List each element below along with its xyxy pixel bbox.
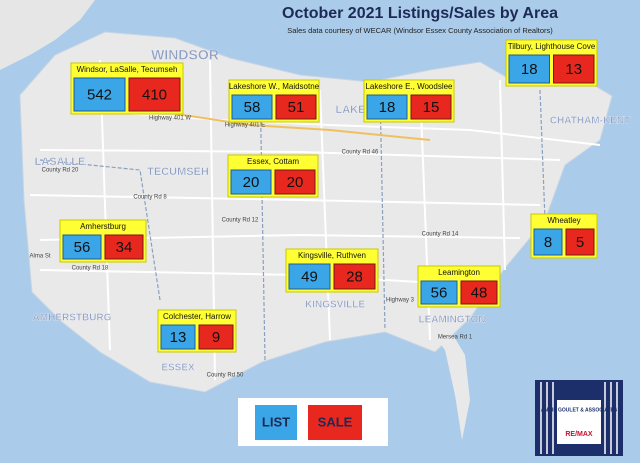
list-box <box>160 324 196 350</box>
legend-sale: SALE <box>318 414 353 429</box>
place-label: WINDSOR <box>151 47 219 63</box>
road-label: County Rd 12 <box>222 218 259 224</box>
place-label: LASALLE <box>35 156 86 168</box>
list-value: 20 <box>243 174 260 191</box>
road-label: County Rd 50 <box>207 373 244 379</box>
sale-value: 13 <box>565 61 582 78</box>
area-name: Windsor, LaSalle, Tecumseh <box>77 65 178 74</box>
logo <box>535 380 623 456</box>
sale-value: 9 <box>212 329 220 346</box>
place-label: CHATHAM-KENT <box>550 116 630 127</box>
area-name: Lakeshore E., Woodslee <box>365 82 453 91</box>
list-box <box>533 228 563 256</box>
road-label: County Rd 46 <box>342 150 379 156</box>
list-value: 49 <box>301 268 318 285</box>
logo-brand: RE/MAX <box>565 431 593 438</box>
list-box <box>366 94 408 120</box>
area-name: Amherstburg <box>80 222 126 231</box>
sale-value: 51 <box>288 99 305 116</box>
place-label: TECUMSEH <box>147 166 209 178</box>
sale-box <box>333 263 376 290</box>
list-value: 8 <box>544 234 552 251</box>
sale-box <box>565 228 595 256</box>
area-name: Essex, Cottam <box>247 157 299 166</box>
area-name: Wheatley <box>547 216 580 225</box>
road-label: Mersea Rd 1 <box>438 335 473 341</box>
list-value: 18 <box>521 61 538 78</box>
area-name: Tilbury, Lighthouse Cove <box>508 42 596 51</box>
sale-box <box>275 94 317 120</box>
place-label: AMHERSTBURG <box>33 313 112 324</box>
list-value: 56 <box>431 284 448 301</box>
road-label: County Rd 8 <box>133 195 167 201</box>
sale-box <box>104 234 144 260</box>
list-value: 18 <box>379 99 396 116</box>
sale-box <box>553 54 595 84</box>
area-name: Leamington <box>438 268 480 277</box>
legend-list-box <box>255 405 297 440</box>
place-label: LEAMINGTON <box>418 315 485 326</box>
road-label: County Rd 18 <box>72 266 109 272</box>
list-value: 542 <box>87 86 112 103</box>
sale-value: 410 <box>142 86 167 103</box>
list-box <box>420 280 458 305</box>
area-name: Colchester, Harrow <box>163 312 231 321</box>
list-box <box>62 234 102 260</box>
sale-box <box>410 94 452 120</box>
title: October 2021 Listings/Sales by Area <box>282 5 558 22</box>
place-label: KINGSVILLE <box>305 300 365 311</box>
sale-box <box>274 169 316 195</box>
sale-value: 15 <box>423 99 440 116</box>
sale-value: 20 <box>287 174 304 191</box>
road-label: County Rd 14 <box>422 232 459 238</box>
sale-value: 5 <box>576 234 584 251</box>
list-value: 58 <box>244 99 261 116</box>
list-box <box>508 54 550 84</box>
list-box <box>230 169 272 195</box>
logo-box <box>557 400 601 444</box>
point-pelee <box>430 330 470 440</box>
subtitle: Sales data courtesy of WECAR (Windsor Es… <box>287 26 553 35</box>
area-name: Lakeshore W., Maidsotne <box>229 82 320 91</box>
michigan-land <box>0 0 95 70</box>
logo-stripes <box>540 382 618 454</box>
list-box <box>231 94 273 120</box>
road-label: Highway 401 W <box>149 116 191 122</box>
place-label: ESSEX <box>161 363 195 374</box>
road-label: Highway 401 E <box>225 123 265 129</box>
road-label: County Rd 20 <box>42 168 79 174</box>
road-label: Alma St <box>29 254 50 260</box>
list-box <box>73 77 126 112</box>
road-label: Highway 3 <box>386 298 415 304</box>
legend-sale-box <box>308 405 362 440</box>
sale-box <box>198 324 234 350</box>
list-value: 13 <box>170 329 187 346</box>
list-box <box>288 263 331 290</box>
sale-value: 34 <box>116 239 133 256</box>
sale-value: 28 <box>346 268 363 285</box>
sale-box <box>128 77 181 112</box>
area-name: Kingsville, Ruthven <box>298 251 366 260</box>
legend-list: LIST <box>262 414 290 429</box>
boundaries <box>39 79 546 361</box>
sale-value: 48 <box>471 284 488 301</box>
sale-box <box>460 280 498 305</box>
logo-name: ANGIE GOULET & ASSOCIATES <box>541 407 618 413</box>
list-value: 56 <box>74 239 91 256</box>
highway <box>149 109 431 141</box>
